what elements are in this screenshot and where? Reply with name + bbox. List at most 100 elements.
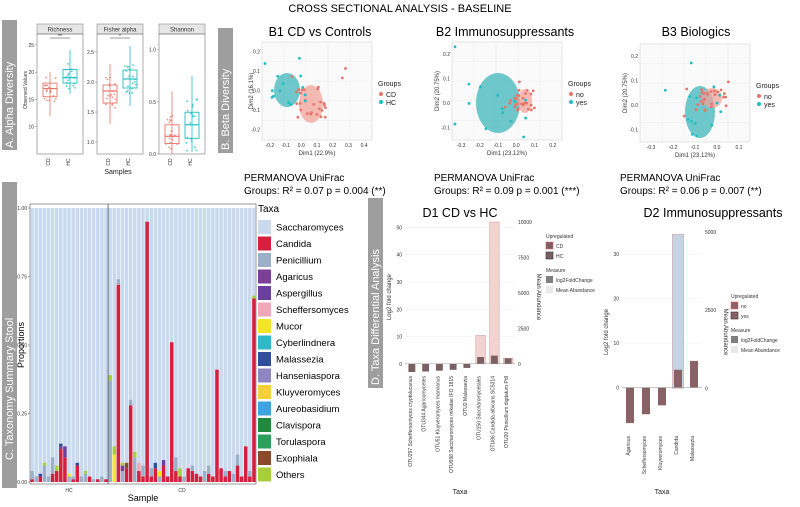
b-point-1-39: [479, 85, 482, 89]
d-legend-measure-swatch-3-0: [546, 276, 553, 283]
c-bar-candida-11: [75, 465, 80, 482]
a-ytick-label-0-0: 10: [28, 125, 34, 131]
a-point-1-1-1: [128, 75, 131, 77]
d-ytick-3-4: 40: [396, 253, 402, 259]
b-point-2-2: [716, 90, 719, 94]
d-legend-up-swatch-4-0: [730, 301, 739, 310]
b-point-0-27: [270, 89, 274, 93]
a-point-2-1-4: [190, 137, 192, 140]
c-bar-penicillium-5: [50, 457, 55, 474]
d-xtick-4-4: Malassezia: [690, 436, 696, 461]
c-bar-candida-7: [59, 449, 63, 482]
b-point-2-8: [698, 94, 702, 98]
c-ytick-label-3: 0.75: [17, 275, 27, 281]
b-point-1-21: [500, 107, 504, 111]
a-point-2-1-13: [189, 122, 192, 124]
figure-title: CROSS SECTIONAL ANALYSIS - BASELINE: [288, 3, 511, 15]
a-point-2-0-8: [168, 146, 171, 149]
b-point-2-5: [696, 103, 700, 107]
b-point-1-23: [516, 108, 519, 112]
b-ylabel-2: Dim2 (20.75%): [623, 73, 629, 113]
b-point-0-10: [295, 90, 299, 94]
a-point-1-1-0: [128, 92, 131, 95]
b-point-0-38: [309, 112, 313, 116]
b-xtick-1-1: -0.2: [475, 143, 484, 149]
b-ellipse-1-0: [476, 73, 520, 133]
c-bar-candida-32: [161, 465, 166, 482]
a-point-2-1-9: [191, 103, 194, 106]
c-bar-saccharomyces-24: [128, 208, 133, 482]
d-ytick-right-3-2: 5000: [518, 291, 529, 297]
a-point-1-1-12: [127, 65, 130, 68]
b-ytick-1-1: 0.1: [443, 76, 450, 82]
c-bar-saccharomyces-18: [104, 208, 108, 482]
d-fc-bar-4-2: [658, 387, 666, 406]
a-point-0-1-15: [68, 76, 71, 79]
a-point-0-0-8: [44, 84, 47, 87]
a-point-1-0-4: [113, 93, 116, 96]
b-ytick-2-0: 0.2: [631, 54, 638, 60]
c-ylabel: Proportions: [16, 321, 26, 368]
a-xtick-1-1: HC: [126, 158, 132, 166]
d-legend-measure-label-4-1: Mean Abundance: [741, 348, 780, 354]
b-xtick-2-4: 0.1: [736, 145, 743, 151]
a-box-2-0: [164, 124, 180, 145]
b-stat-2: Groups: R² = 0.06 p = 0.007 (**): [620, 186, 762, 197]
a-point-2-1-10: [193, 115, 196, 118]
b-xlabel-1: Dim1 (23.12%): [487, 151, 527, 157]
a-ytick-label-0-2: 20: [28, 70, 34, 76]
b-point-1-6: [513, 99, 516, 103]
d-mean-bar-3-6: [489, 221, 500, 365]
b-point-2-36: [712, 85, 716, 89]
c-legend-swatch-10: [258, 385, 271, 399]
c-legend-swatch-9: [258, 368, 271, 383]
c-bar-penicillium-35: [174, 457, 178, 472]
b-point-0-24: [298, 56, 301, 60]
c-ytick-label-1: 0.25: [17, 412, 27, 418]
c-bar-mucor-31: [157, 471, 162, 477]
b-point-1-16: [529, 92, 533, 96]
b-point-0-29: [319, 100, 322, 104]
c-bar-candida-47: [223, 476, 227, 482]
c-legend-label-5: Scheffersomyces: [276, 305, 349, 316]
b-xtick-1-2: -0.1: [494, 143, 503, 149]
b-xtick-1-3: 0.0: [513, 143, 520, 149]
b-point-0-40: [340, 76, 344, 80]
a-point-1-1-2: [132, 75, 134, 78]
d-ytick-right-3-0: 0: [518, 362, 521, 368]
d-legend-up-title-3: Upregulated: [546, 234, 573, 240]
d-ytick-4-0: 0: [616, 386, 619, 392]
b-legend-label-1-1: yes: [576, 100, 587, 107]
a-xtick-0-0: CD: [46, 158, 52, 166]
a-point-0-1-14: [73, 77, 75, 79]
d-legend-up-label-4-1: yes: [741, 314, 749, 320]
c-bar-saccharomyces-20: [112, 208, 116, 482]
a-frame-0: [36, 33, 84, 155]
c-bar-candida-5: [50, 473, 55, 482]
a-point-2-1-14: [186, 136, 189, 139]
c-bar-penicillium-37: [182, 476, 186, 482]
d-legend-measure-swatch-3-1: [546, 286, 553, 293]
a-point-0-1-16: [65, 81, 68, 84]
c-bar-saccharomyces-36: [178, 208, 182, 482]
a-point-2-1-16: [186, 100, 188, 103]
d-legend-up-swatch-4-1: [730, 311, 739, 320]
c-legend-label-6: Mucor: [276, 322, 302, 333]
a-ytick-label-1-2: 2.0: [87, 80, 94, 86]
d-legend-measure-label-3-1: Mean Abundance: [556, 288, 595, 294]
b-point-2-17: [710, 102, 713, 106]
b-ytick-0-4: -0.2: [251, 128, 260, 134]
taxonomy-summary-panel: 0.00 0.25 0.50 0.75 1.00 HC CD Sample Proportion…: [16, 203, 349, 503]
a-point-0-0-14: [49, 91, 52, 94]
b-xtick-0-2: 0.0: [298, 143, 305, 149]
c-bar-others-25: [133, 451, 137, 458]
c-bar-others-19: [108, 375, 112, 381]
c-bar-candida-54: [252, 298, 256, 482]
c-bar-saccharomyces-49: [231, 208, 236, 482]
b-point-1-33: [467, 82, 471, 86]
c-legend-title: Taxa: [258, 204, 280, 215]
d-legend-measure-label-3-0: log2FoldChange: [556, 278, 593, 284]
c-bar-candida-39: [190, 471, 195, 482]
b-point-2-39: [690, 119, 693, 123]
c-bar-penicillium-24: [128, 399, 133, 406]
